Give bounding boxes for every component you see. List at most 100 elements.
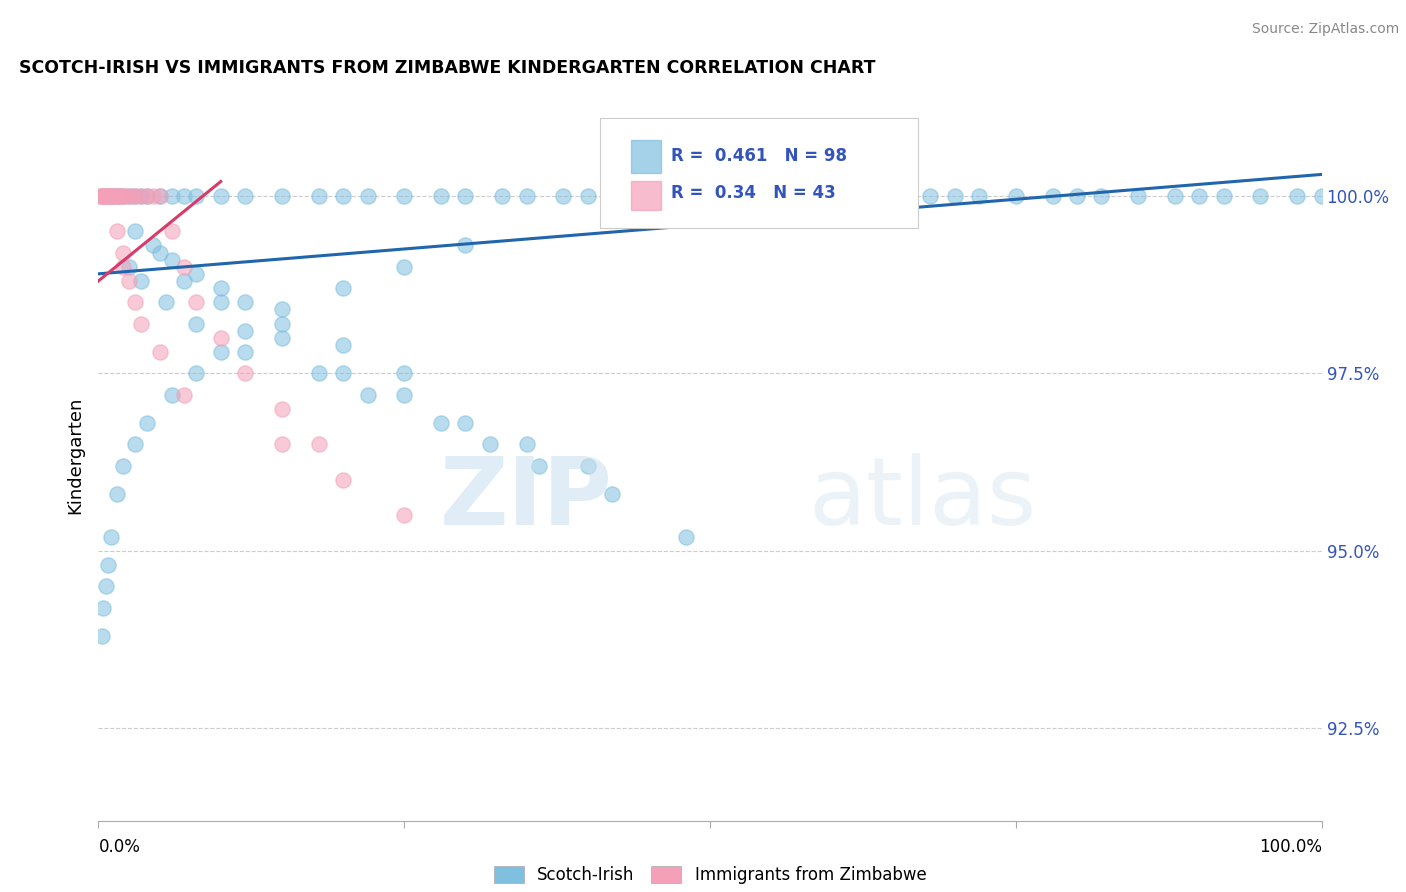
Point [136, 188, 159, 202]
Point [101, 188, 124, 202]
Point [103, 188, 125, 202]
Point [637, 188, 661, 202]
Point [392, 260, 416, 274]
Point [209, 281, 232, 295]
Point [173, 387, 195, 401]
Point [209, 188, 232, 202]
Point [967, 188, 990, 202]
Text: 100.0%: 100.0% [1258, 838, 1322, 855]
Point [118, 274, 141, 288]
Point [527, 458, 550, 473]
Point [845, 188, 868, 202]
Point [883, 188, 905, 202]
Point [97, 188, 120, 202]
Point [149, 245, 172, 260]
Point [308, 437, 330, 451]
Point [98, 188, 121, 202]
Point [332, 338, 354, 352]
Point [114, 188, 136, 202]
Point [94, 579, 117, 593]
Point [186, 317, 208, 331]
Point [600, 487, 623, 501]
Point [1042, 188, 1064, 202]
Point [100, 188, 122, 202]
Point [91, 629, 114, 643]
Point [600, 188, 623, 202]
Legend: Scotch-Irish, Immigrants from Zimbabwe: Scotch-Irish, Immigrants from Zimbabwe [485, 858, 935, 892]
Point [97, 558, 120, 572]
Point [108, 188, 131, 202]
Point [478, 437, 501, 451]
Point [576, 188, 599, 202]
Point [430, 416, 453, 430]
Point [233, 366, 256, 380]
Point [111, 188, 134, 202]
Point [392, 366, 416, 380]
Point [173, 260, 195, 274]
Point [105, 224, 128, 238]
Point [553, 188, 575, 202]
Point [392, 188, 416, 202]
Point [233, 188, 256, 202]
Point [105, 188, 128, 202]
Point [149, 188, 172, 202]
Point [105, 487, 128, 501]
Point [454, 238, 477, 252]
Point [1164, 188, 1187, 202]
Point [209, 295, 232, 310]
Point [93, 188, 115, 202]
Point [675, 188, 697, 202]
Point [699, 188, 721, 202]
Point [270, 317, 294, 331]
Point [142, 238, 165, 252]
Point [233, 295, 256, 310]
Point [186, 366, 208, 380]
Point [392, 387, 416, 401]
Point [160, 224, 183, 238]
Point [100, 530, 122, 544]
Text: atlas: atlas [808, 453, 1036, 545]
Point [332, 188, 354, 202]
Point [209, 345, 232, 359]
Y-axis label: Kindergarten: Kindergarten [66, 396, 84, 514]
Point [308, 366, 330, 380]
Point [332, 281, 354, 295]
Point [1188, 188, 1211, 202]
Text: ZIP: ZIP [439, 453, 612, 545]
Point [1004, 188, 1026, 202]
Text: Source: ZipAtlas.com: Source: ZipAtlas.com [1251, 22, 1399, 37]
Point [90, 188, 112, 202]
Point [392, 508, 416, 523]
Point [675, 530, 697, 544]
Point [491, 188, 513, 202]
FancyBboxPatch shape [630, 180, 661, 210]
Point [89, 188, 111, 202]
Point [91, 188, 114, 202]
Point [332, 473, 354, 487]
Point [110, 188, 132, 202]
Point [821, 188, 844, 202]
Point [111, 260, 134, 274]
Text: R =  0.461   N = 98: R = 0.461 N = 98 [671, 147, 846, 166]
Point [516, 188, 538, 202]
Point [124, 437, 146, 451]
Point [91, 600, 114, 615]
Point [516, 437, 538, 451]
Point [270, 331, 294, 345]
Point [1066, 188, 1088, 202]
Point [101, 188, 124, 202]
Point [111, 458, 134, 473]
Point [1212, 188, 1234, 202]
Point [270, 401, 294, 416]
Point [233, 345, 256, 359]
Point [149, 188, 172, 202]
Point [105, 188, 128, 202]
Point [761, 188, 783, 202]
Point [136, 416, 159, 430]
Point [270, 437, 294, 451]
Point [1128, 188, 1150, 202]
Point [100, 188, 122, 202]
Point [110, 188, 132, 202]
Point [136, 188, 159, 202]
Point [332, 366, 354, 380]
